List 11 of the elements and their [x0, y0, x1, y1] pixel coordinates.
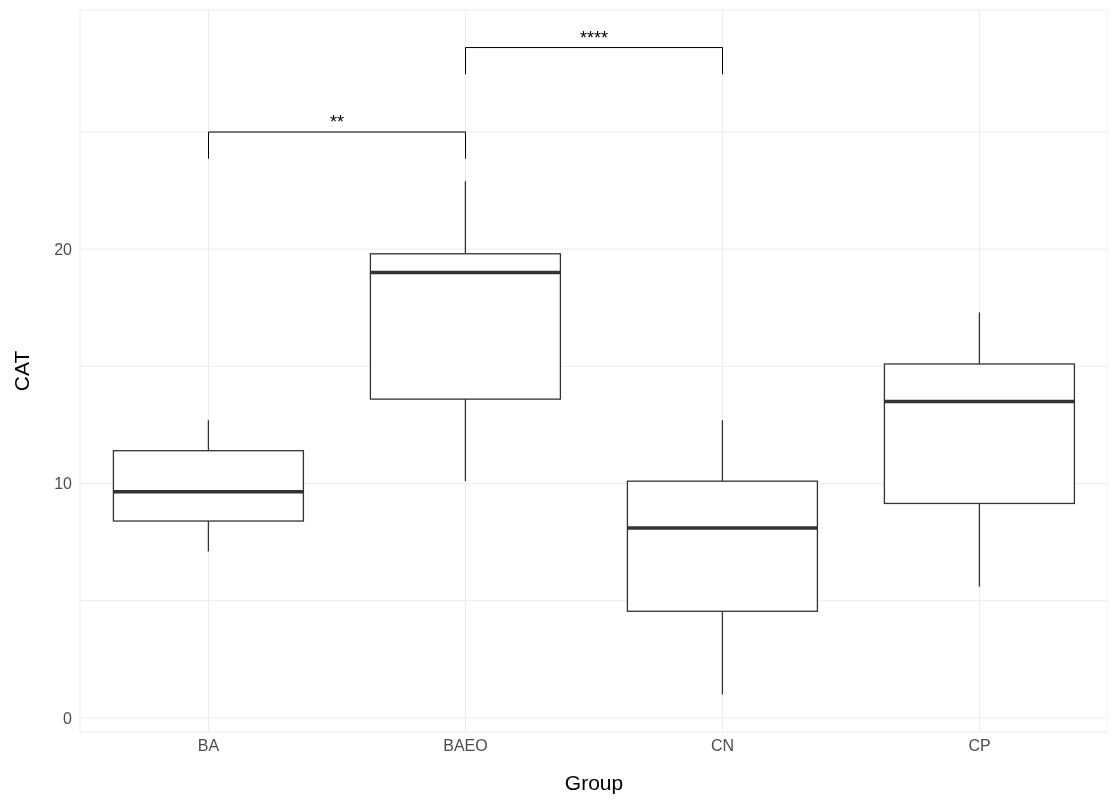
- y-tick-label: 0: [63, 709, 73, 727]
- x-axis-title: Group: [564, 771, 624, 794]
- y-tick-label: 20: [54, 240, 73, 258]
- x-tick-label: CN: [710, 737, 735, 755]
- y-tick-label: 10: [54, 475, 73, 493]
- x-tick-label: BA: [197, 737, 220, 755]
- y-axis-title: CAT: [10, 350, 34, 392]
- x-tick-label: BAEO: [443, 737, 488, 755]
- annotation: ****: [579, 27, 609, 48]
- annotation: **: [329, 112, 345, 133]
- x-tick-label: CP: [968, 737, 991, 755]
